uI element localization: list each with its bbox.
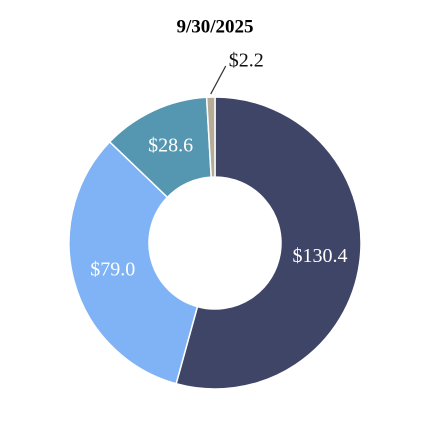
chart-title: 9/30/2025 (176, 16, 253, 37)
data-label: $79.0 (90, 259, 135, 281)
leader-line (210, 65, 227, 95)
donut-slice (68, 140, 199, 385)
data-label: $28.6 (148, 134, 193, 156)
data-label: $130.4 (293, 245, 348, 267)
donut-slice (205, 96, 216, 178)
donut-slice (175, 96, 362, 390)
data-label: $2.2 (229, 50, 264, 72)
